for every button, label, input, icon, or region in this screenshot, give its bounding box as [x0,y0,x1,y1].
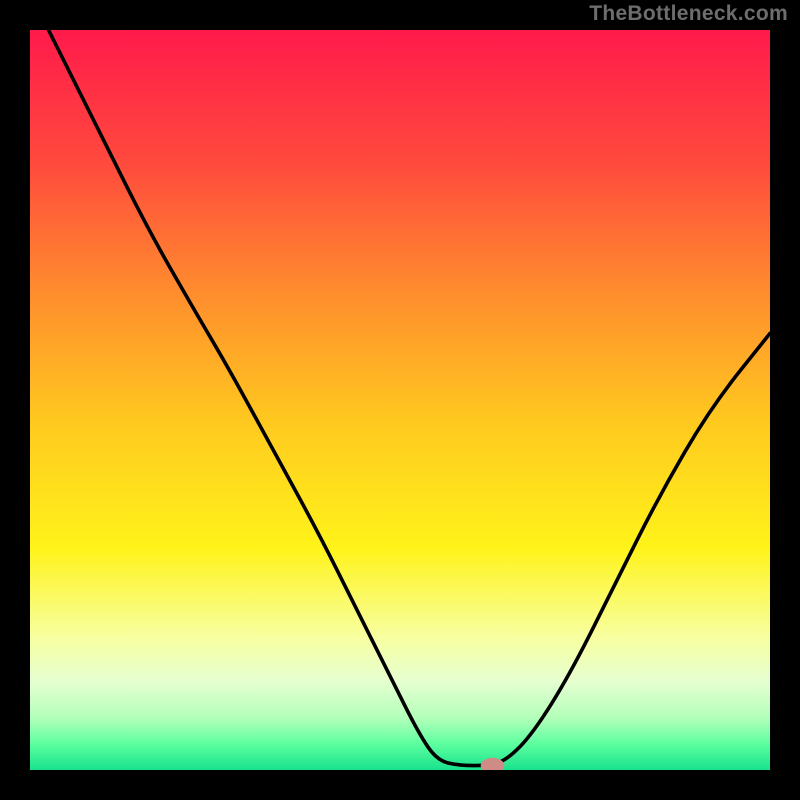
optimal-marker [481,758,505,774]
plot-background [30,30,770,770]
watermark-label: TheBottleneck.com [589,2,788,26]
chart-frame: TheBottleneck.com [0,0,800,800]
bottleneck-chart [0,0,800,800]
